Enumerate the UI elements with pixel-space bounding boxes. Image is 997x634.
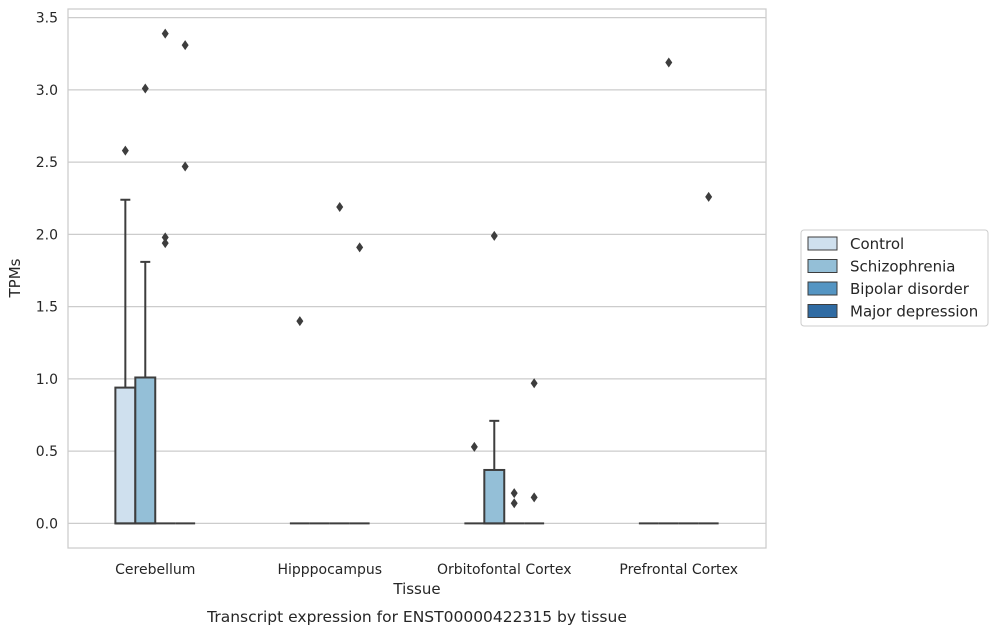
plot-frame (67, 8, 767, 549)
y-tick-label: 1.5 (36, 300, 58, 316)
outlier-point (296, 316, 304, 327)
outlier-point (181, 40, 189, 51)
box-plots (114, 198, 719, 525)
y-tick-label: 0.0 (36, 516, 58, 532)
outlier-point (665, 57, 673, 68)
outlier-point (470, 441, 478, 452)
y-tick-labels: 0.0 0.5 1.0 1.5 2.0 2.5 3.0 3.5 (36, 11, 58, 533)
box-control (114, 198, 137, 525)
outlier-point (530, 378, 538, 389)
x-tick-label: Orbitofontal Cortex (437, 562, 572, 578)
x-tick-labels: Cerebellum Hipppocampus Orbitofontal Corte… (115, 562, 738, 578)
x-tick-label: Cerebellum (115, 562, 195, 578)
gridlines (68, 17, 766, 525)
outlier-point (530, 492, 538, 503)
outlier-point (161, 238, 169, 249)
legend-swatch (807, 236, 838, 251)
legend-label: Bipolar disorder (850, 280, 970, 298)
legend: Control Schizophrenia Bipolar disorder Majo… (800, 229, 989, 327)
y-tick-label: 3.5 (36, 11, 58, 27)
outlier-point (510, 498, 518, 509)
outlier-point (121, 145, 129, 156)
chart-caption: Transcript expression for ENST0000042231… (206, 608, 627, 626)
outlier-point (141, 83, 149, 94)
box-schizophrenia (483, 419, 506, 525)
x-tick-label: Hipppocampus (277, 562, 382, 578)
legend-label: Control (850, 235, 904, 253)
y-axis-label: TPMs (6, 258, 24, 298)
legend-frame (800, 229, 989, 327)
y-tick-label: 0.5 (36, 444, 58, 460)
box-body (114, 386, 137, 525)
x-tick-label: Prefrontal Cortex (619, 562, 738, 578)
outlier-point (705, 191, 713, 202)
legend-label: Schizophrenia (850, 258, 955, 276)
outlier-point (356, 242, 364, 253)
y-tick-label: 2.5 (36, 155, 58, 171)
outlier-point (161, 28, 169, 39)
y-tick-label: 3.0 (36, 83, 58, 99)
y-tick-label: 2.0 (36, 227, 58, 243)
box-schizophrenia (134, 260, 157, 525)
x-axis-label: Tissue (392, 580, 440, 598)
outlier-points (121, 28, 713, 509)
box-body (483, 468, 506, 525)
outlier-point (181, 161, 189, 172)
outlier-point (490, 230, 498, 241)
legend-label: Major depression (850, 303, 978, 321)
legend-swatch (807, 259, 838, 273)
outlier-point (336, 201, 344, 212)
legend-swatch (807, 281, 838, 296)
box-body (134, 376, 157, 525)
legend-swatch (807, 304, 838, 318)
outlier-point (510, 488, 518, 499)
y-tick-label: 1.0 (36, 372, 58, 388)
outlier-point (161, 232, 169, 243)
